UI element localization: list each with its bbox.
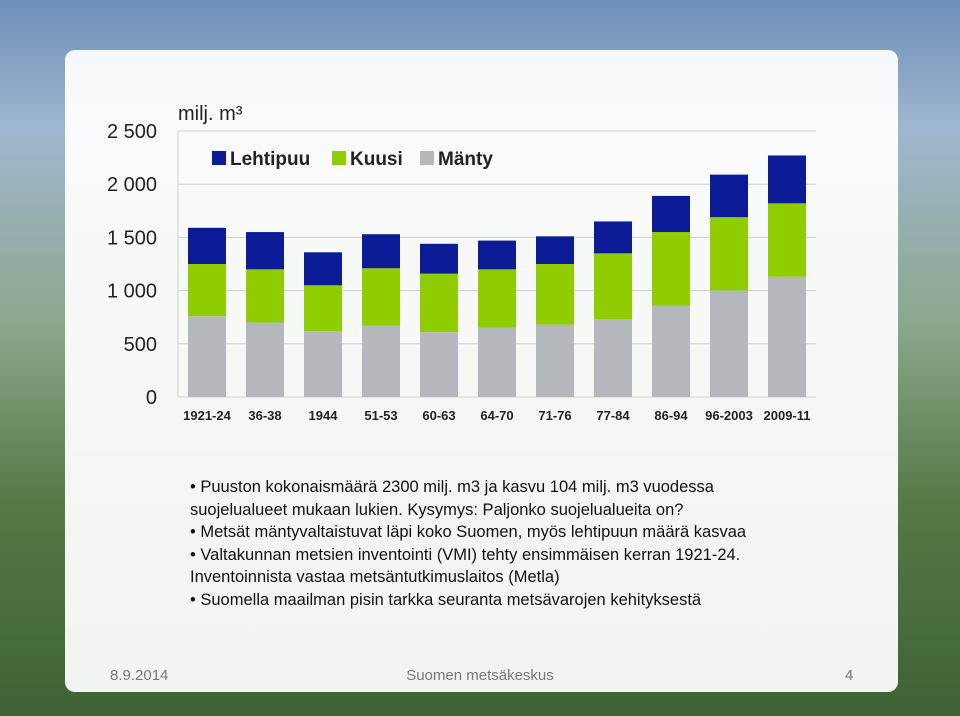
bar-segment — [768, 155, 806, 204]
x-tick-label: 71-76 — [538, 408, 571, 423]
bar-segment — [710, 174, 748, 218]
bar-segment — [768, 276, 806, 397]
bar-segment — [362, 234, 400, 269]
y-tick-label: 500 — [124, 334, 157, 356]
bar-segment — [594, 319, 632, 397]
bar-segment — [594, 253, 632, 320]
bar-segment — [420, 243, 458, 274]
bar-segment — [536, 264, 574, 325]
x-tick-label: 51-53 — [364, 408, 397, 423]
y-tick-label: 2 000 — [107, 174, 157, 196]
bar-segment — [420, 273, 458, 333]
bar-segment — [362, 268, 400, 326]
bullet: Puuston kokonaismäärä 2300 milj. m3 ja k… — [190, 476, 810, 521]
bar-segment — [246, 322, 284, 397]
bar-segment — [362, 325, 400, 397]
bar-segment — [188, 316, 226, 397]
bar-segment — [188, 227, 226, 264]
footer-organization: Suomen metsäkeskus — [406, 667, 554, 684]
bar-segment — [652, 232, 690, 306]
x-tick-label: 64-70 — [480, 408, 513, 423]
bar-segment — [768, 203, 806, 277]
legend-label: Lehtipuu — [230, 149, 310, 170]
legend-swatch — [212, 151, 226, 165]
footer-page: 4 — [845, 667, 854, 684]
y-tick-label: 2 500 — [107, 121, 157, 143]
bar-segment — [478, 269, 516, 328]
bullet-list: Puuston kokonaismäärä 2300 milj. m3 ja k… — [190, 476, 810, 611]
bar-segment — [536, 236, 574, 264]
bar-segment — [478, 240, 516, 270]
x-tick-label: 2009-11 — [764, 408, 811, 423]
x-tick-label: 77-84 — [596, 408, 630, 423]
bar-segment — [594, 221, 632, 254]
bar-segment — [478, 327, 516, 397]
x-tick-label: 1944 — [309, 408, 339, 423]
y-tick-label: 0 — [146, 387, 157, 409]
legend-swatch — [420, 151, 434, 165]
bar-segment — [420, 332, 458, 397]
bar-segment — [304, 252, 342, 286]
bar-segment — [710, 290, 748, 397]
bar-segment — [652, 305, 690, 397]
bar-segment — [652, 195, 690, 233]
x-tick-label: 36-38 — [248, 408, 281, 423]
bar-segment — [246, 232, 284, 270]
y-tick-label: 1 000 — [107, 281, 157, 303]
x-tick-label: 86-94 — [654, 408, 688, 423]
unit-label: milj. m³ — [178, 103, 243, 125]
bullet: Valtakunnan metsien inventointi (VMI) te… — [190, 544, 810, 589]
legend-label: Kuusi — [350, 149, 403, 170]
bar-segment — [188, 264, 226, 317]
bar-segment — [710, 217, 748, 291]
bar-segment — [304, 331, 342, 397]
x-tick-label: 1921-24 — [183, 408, 231, 423]
x-tick-label: 60-63 — [422, 408, 455, 423]
legend-label: Mänty — [438, 149, 493, 170]
bar-segment — [536, 324, 574, 397]
bar-segment — [246, 269, 284, 323]
y-tick-label: 1 500 — [107, 227, 157, 249]
footer-date: 8.9.2014 — [110, 667, 169, 684]
bullet: Metsät mäntyvaltaistuvat läpi koko Suome… — [190, 521, 810, 544]
bar-segment — [304, 285, 342, 332]
legend-swatch — [332, 151, 346, 165]
x-tick-label: 96-2003 — [705, 408, 753, 423]
bullet: Suomella maailman pisin tarkka seuranta … — [190, 589, 810, 612]
